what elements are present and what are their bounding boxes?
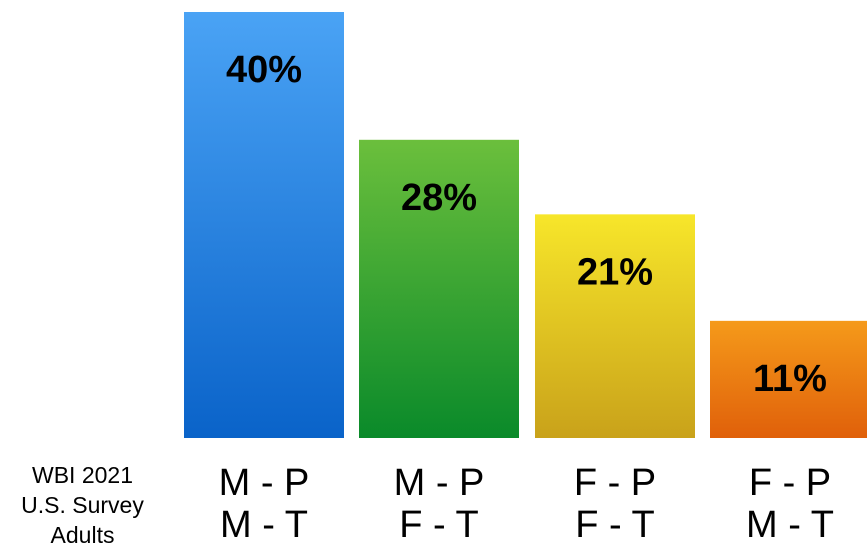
category-4-line-1: F - P	[748, 462, 832, 504]
category-label-3: F - P F - T	[535, 462, 695, 546]
category-3-line-1: F - P	[573, 462, 657, 504]
data-label-2: 28%	[401, 177, 477, 219]
data-label-1: 40%	[226, 49, 302, 91]
source-label: WBI 2021 U.S. Survey Adults	[0, 460, 165, 550]
category-3-line-2: F - T	[575, 504, 655, 546]
data-label-3: 21%	[577, 251, 653, 293]
bar-2	[359, 139, 519, 439]
bar-3	[535, 214, 695, 438]
data-label-4: 11%	[753, 358, 827, 400]
bar-1	[184, 12, 344, 438]
category-2-line-2: F - T	[399, 504, 479, 546]
category-label-2: M - P F - T	[359, 462, 519, 546]
category-label-4: F - P M - T	[710, 462, 867, 546]
category-label-1: M - P M - T	[184, 462, 344, 546]
category-2-line-1: M - P	[393, 462, 485, 504]
source-line-3: Adults	[50, 522, 115, 548]
category-4-line-2: M - T	[746, 504, 834, 546]
source-line-1: WBI 2021	[32, 462, 133, 488]
category-1-line-2: M - T	[220, 504, 308, 546]
source-line-2: U.S. Survey	[21, 492, 144, 518]
bar-4	[710, 320, 867, 438]
category-1-line-1: M - P	[218, 462, 310, 504]
